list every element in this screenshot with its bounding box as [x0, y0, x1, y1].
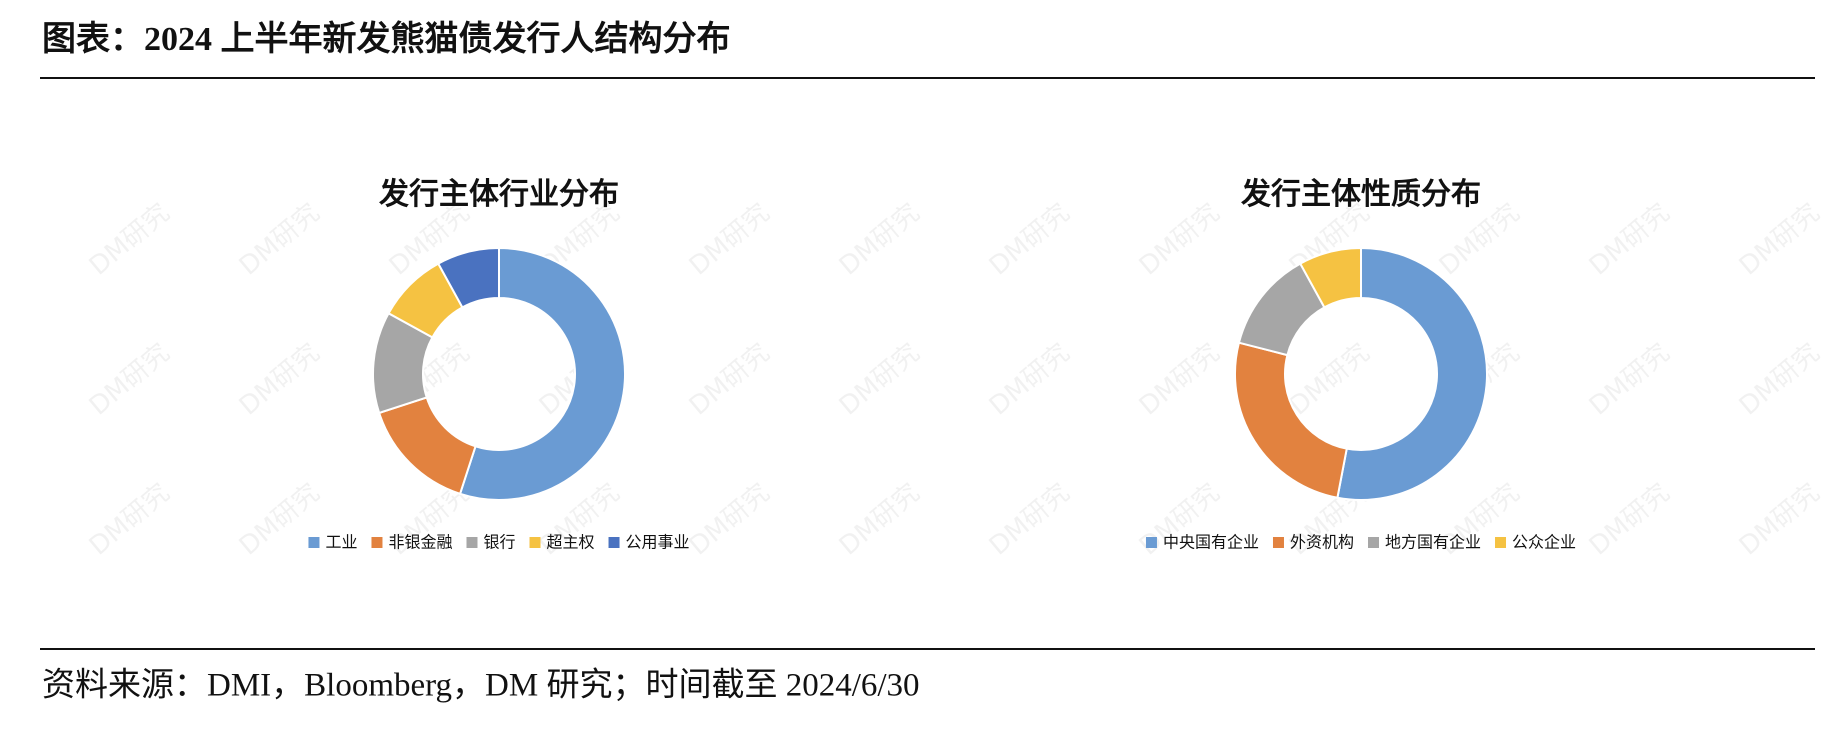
- legend-label: 公众企业: [1512, 533, 1576, 552]
- legend-label: 外资机构: [1290, 533, 1354, 552]
- watermark: DM研究: [1284, 338, 1376, 422]
- watermark: DM研究: [984, 338, 1076, 422]
- watermark: DM研究: [1734, 198, 1826, 282]
- watermark: DM研究: [234, 478, 326, 562]
- donut-slice: [1234, 341, 1348, 499]
- watermark: DM研究: [684, 478, 776, 562]
- watermark: DM研究: [834, 478, 926, 562]
- watermark: DM研究: [1584, 198, 1676, 282]
- watermark: DM研究: [984, 198, 1076, 282]
- donut-slice: [1298, 246, 1362, 309]
- legend-swatch: [529, 537, 541, 548]
- legend-label: 工业: [325, 533, 357, 552]
- watermark: DM研究: [1584, 338, 1676, 422]
- legend-swatch: [466, 537, 478, 548]
- legend-swatch: [1145, 537, 1157, 548]
- watermark: DM研究: [984, 478, 1076, 562]
- legend-swatch: [1368, 537, 1379, 548]
- watermark: DM研究: [234, 198, 326, 282]
- legend-swatch: [308, 537, 320, 548]
- watermark: DM研究: [1134, 338, 1226, 422]
- donut-slice: [1336, 246, 1488, 501]
- watermark: DM研究: [1134, 198, 1226, 282]
- legend: 中央国有企业 外资机构 地方国有企业 公众企业: [1145, 533, 1576, 552]
- legend-label: 超主权: [547, 533, 595, 552]
- watermark: DM研究: [684, 338, 776, 422]
- donut-slice: [377, 396, 477, 496]
- legend-swatch: [608, 537, 620, 548]
- legend-swatch: [371, 537, 383, 548]
- legend-label: 非银金融: [388, 533, 452, 552]
- donut-slice: [436, 246, 500, 309]
- legend-label: 银行: [483, 533, 515, 552]
- watermark: DM研究: [1734, 478, 1826, 562]
- legend-label: 公用事业: [626, 533, 690, 552]
- legend-swatch: [1272, 537, 1284, 548]
- legend-label: 地方国有企业: [1385, 533, 1481, 552]
- chart-title: 发行主体行业分布: [378, 178, 619, 211]
- watermark: DM研究: [234, 338, 326, 422]
- watermark: DM研究: [84, 198, 176, 282]
- watermarks: DM研究 DM研究 DM研究 DM研究 DM研究 DM研究 DM研究 DM研究 DM研究 DM研究…: [84, 198, 1826, 562]
- watermark: DM研究: [834, 198, 926, 282]
- watermark: DM研究: [834, 338, 926, 422]
- legend-label: 中央国有企业: [1163, 533, 1259, 552]
- watermark: DM研究: [84, 338, 176, 422]
- source-note: 资料来源：DMI，Bloomberg，DM 研究；时间截至 2024/6/30: [42, 667, 920, 704]
- watermark: DM研究: [1584, 478, 1676, 562]
- chart-title: 发行主体性质分布: [1240, 178, 1481, 211]
- legend-swatch: [1495, 537, 1507, 548]
- watermark: DM研究: [84, 478, 176, 562]
- donut-slice: [458, 246, 626, 501]
- watermark: DM研究: [684, 198, 776, 282]
- legend: 工业 非银金融 银行 超主权 公用事业: [308, 533, 690, 552]
- watermark: DM研究: [1734, 338, 1826, 422]
- page-title: 图表：2024 上半年新发熊猫债发行人结构分布: [42, 19, 731, 58]
